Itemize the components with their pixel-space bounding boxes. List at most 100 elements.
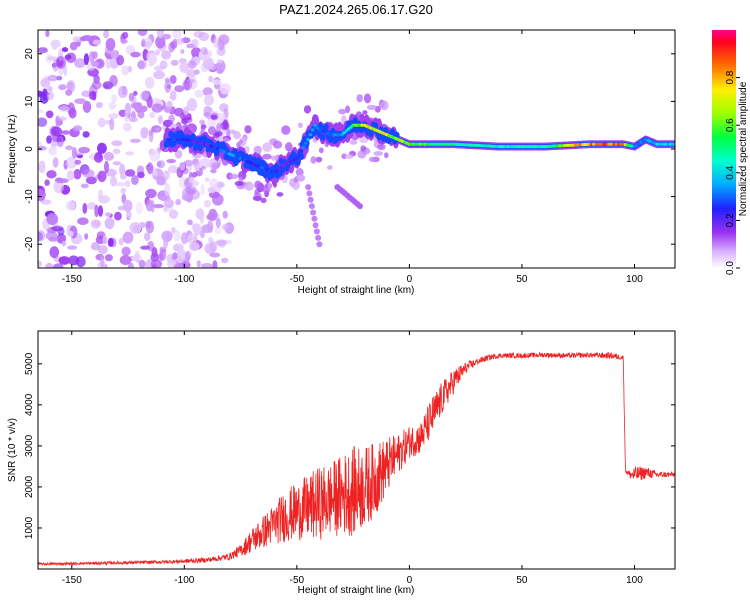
noise-blob: [130, 51, 141, 58]
noise-blob: [46, 213, 59, 226]
noise-blob: [175, 198, 182, 206]
halo-blob: [253, 145, 262, 155]
noise-blob: [118, 237, 124, 246]
halo-blob: [296, 174, 306, 182]
trail-blob: [315, 234, 322, 241]
halo-blob: [368, 156, 376, 162]
noise-blob: [176, 37, 185, 45]
snr-x-axis-label: Height of straight line (km): [298, 585, 415, 596]
noise-blob: [151, 264, 158, 268]
noise-blob: [202, 87, 213, 96]
noise-blob: [199, 158, 212, 168]
halo-blob: [208, 126, 216, 135]
noise-blob: [170, 59, 179, 66]
noise-blob: [123, 122, 132, 132]
noise-blob: [48, 146, 57, 156]
noise-blob: [150, 252, 160, 262]
noise-blob: [82, 202, 88, 214]
noise-blob: [108, 113, 119, 119]
trail-blob: [310, 209, 317, 216]
halo-blob: [239, 136, 247, 147]
noise-blob: [71, 147, 77, 159]
noise-blob: [163, 199, 175, 208]
noise-blob: [155, 49, 160, 56]
noise-blob: [137, 171, 145, 179]
halo-blob: [276, 192, 284, 197]
noise-blob: [109, 118, 115, 131]
x-tick-label: 0: [407, 575, 413, 586]
noise-blob: [98, 189, 103, 200]
noise-blob: [96, 142, 107, 154]
halo-blob: [192, 171, 197, 178]
noise-blob: [173, 263, 184, 268]
noise-blob: [148, 52, 158, 66]
noise-blob: [97, 117, 106, 128]
noise-blob: [144, 76, 155, 89]
noise-blob: [99, 254, 105, 267]
halo-blob: [310, 156, 317, 164]
halo-blob: [315, 156, 323, 163]
noise-blob: [140, 127, 149, 139]
figure-title: PAZ1.2024.265.06.17.G20: [279, 2, 433, 17]
noise-blob: [82, 131, 90, 138]
noise-blob: [166, 100, 173, 109]
noise-blob: [109, 175, 118, 187]
noise-blob: [124, 110, 129, 123]
noise-blob: [65, 89, 73, 96]
noise-blob: [153, 204, 165, 209]
noise-blob: [141, 38, 146, 48]
noise-blob: [56, 178, 69, 184]
noise-blob: [208, 208, 218, 221]
trail-blob: [356, 203, 363, 210]
y-tick-label: 0: [24, 146, 35, 152]
noise-blob: [50, 39, 61, 48]
x-tick-label: -150: [62, 274, 82, 285]
noise-blob: [46, 91, 55, 101]
noise-blob: [86, 202, 97, 210]
x-tick-label: -150: [62, 575, 82, 586]
noise-blob: [91, 80, 102, 90]
halo-blob: [203, 112, 211, 117]
noise-blob: [58, 256, 70, 265]
noise-blob: [166, 159, 176, 164]
noise-blob: [112, 161, 122, 166]
noise-blob: [208, 75, 214, 83]
colorbar-label: Normalized spectral amplitude: [738, 81, 749, 216]
noise-blob: [137, 60, 146, 70]
noise-blob: [164, 80, 172, 93]
noise-blob: [38, 141, 43, 147]
ridge-mid: [373, 122, 379, 130]
noise-blob: [55, 56, 67, 69]
noise-blob: [104, 217, 115, 230]
ridge-core: [277, 167, 281, 171]
noise-blob: [66, 156, 77, 169]
noise-blob: [143, 37, 152, 50]
ridge-mid: [168, 130, 174, 138]
noise-blob: [51, 225, 64, 232]
noise-blob: [212, 260, 218, 268]
noise-blob: [192, 158, 199, 165]
noise-blob: [186, 43, 196, 49]
noise-blob: [84, 233, 89, 240]
noise-blob: [124, 169, 136, 177]
ridge-core: [346, 127, 351, 131]
noise-blob: [155, 127, 160, 133]
noise-blob: [102, 235, 108, 245]
noise-blob: [222, 210, 228, 219]
noise-blob: [61, 47, 69, 53]
halo-blob: [179, 162, 186, 171]
noise-blob: [207, 186, 216, 194]
noise-blob: [203, 199, 211, 208]
noise-blob: [179, 62, 190, 73]
noise-blob: [145, 188, 157, 199]
noise-blob: [156, 160, 166, 169]
noise-blob: [121, 65, 129, 76]
halo-blob: [210, 168, 217, 174]
noise-blob: [112, 148, 121, 155]
noise-blob: [39, 92, 49, 104]
noise-blob: [97, 245, 108, 255]
snr-axes: -150 -100 -50 0 50 100 1000 2000 3000 4000 5000: [24, 331, 675, 586]
noise-blob: [81, 35, 93, 41]
halo-blob: [327, 165, 333, 170]
